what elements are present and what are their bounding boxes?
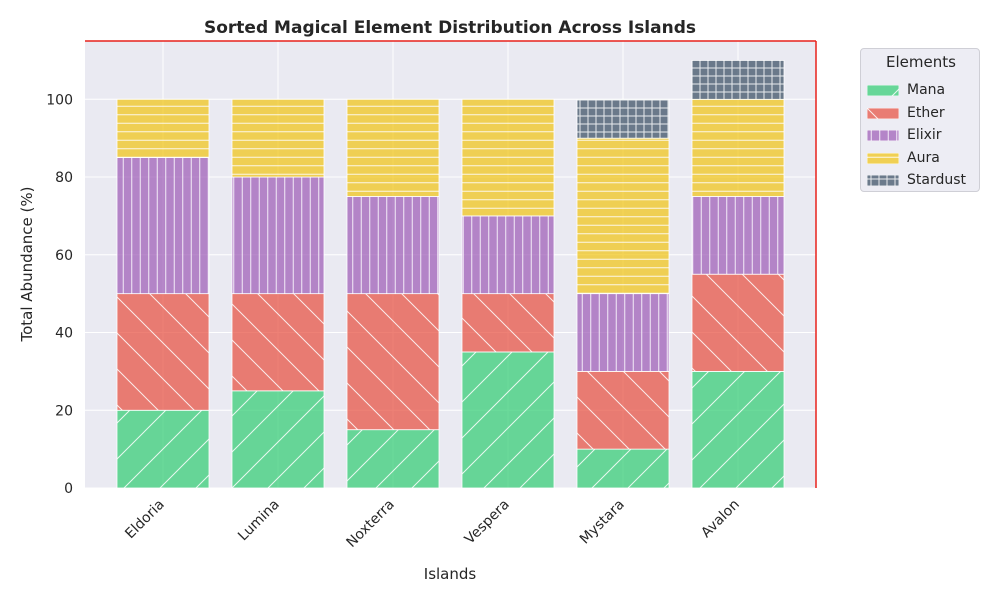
legend-label: Mana	[907, 82, 946, 98]
bar-elixir-mystara	[576, 293, 670, 372]
legend: Elements Mana Ether Elixir Aura Stardust	[860, 48, 980, 192]
y-tick-label: 20	[55, 403, 73, 419]
legend-swatch	[867, 85, 899, 96]
bar-aura-avalon	[691, 98, 785, 197]
x-tick-label: Noxterra	[343, 497, 397, 551]
bar-elixir-eldoria	[116, 157, 210, 295]
bar-mana-lumina	[231, 390, 325, 489]
y-tick-label: 60	[55, 248, 73, 264]
legend-swatch	[867, 107, 899, 119]
x-axis-label: Islands	[424, 565, 477, 583]
bar-elixir-vespera	[461, 215, 555, 295]
y-axis-label: Total Abundance (%)	[18, 186, 36, 342]
legend-swatch	[867, 152, 899, 164]
bar-ether-mystara	[576, 370, 670, 450]
bar-ether-vespera	[461, 293, 555, 353]
bar-elixir-noxterra	[346, 196, 440, 295]
bar-mana-eldoria	[116, 409, 210, 489]
x-tick-label: Avalon	[698, 497, 743, 542]
bar-ether-eldoria	[116, 293, 210, 411]
bar-mana-noxterra	[346, 429, 440, 489]
legend-item-aura: Aura	[867, 149, 977, 169]
bar-stardust-mystara	[576, 98, 670, 139]
legend-label: Stardust	[907, 172, 967, 188]
bar-mana-avalon	[691, 370, 785, 489]
legend-swatch	[867, 175, 899, 186]
x-tick-label: Mystara	[577, 497, 628, 548]
x-tick-label: Vespera	[462, 497, 513, 548]
legend-title: Elements	[886, 53, 956, 71]
y-tick-labels: 0 20 40 60 80 100	[46, 92, 73, 497]
x-tick-label: Lumina	[235, 497, 283, 545]
y-tick-label: 40	[55, 326, 73, 342]
bar-ether-lumina	[231, 293, 325, 392]
y-tick-label: 100	[46, 92, 73, 108]
bar-aura-mystara	[576, 137, 670, 295]
bar-stardust-avalon	[691, 60, 785, 100]
bar-aura-vespera	[461, 98, 555, 217]
bar-ether-avalon	[691, 273, 785, 372]
bar-aura-eldoria	[116, 98, 210, 159]
bar-aura-lumina	[231, 98, 325, 178]
y-tick-label: 80	[55, 170, 73, 186]
legend-item-elixir: Elixir	[867, 126, 977, 146]
x-tick-label: Eldoria	[122, 497, 168, 543]
legend-item-ether: Ether	[867, 104, 977, 124]
legend-label: Ether	[907, 104, 945, 121]
bar-mana-vespera	[461, 351, 555, 489]
y-tick-label: 0	[64, 481, 73, 497]
legend-swatch	[867, 130, 899, 141]
bar-ether-noxterra	[346, 293, 440, 431]
x-tick-labels: Eldoria Lumina Noxterra Vespera Mystara Avalo…	[122, 497, 743, 551]
legend-item-mana: Mana	[867, 81, 977, 101]
bars	[116, 60, 785, 489]
legend-label: Elixir	[907, 127, 942, 143]
legend-label: Aura	[907, 149, 940, 166]
bar-elixir-lumina	[231, 176, 325, 295]
chart-title: Sorted Magical Element Distribution Acro…	[204, 18, 696, 38]
bar-elixir-avalon	[691, 196, 785, 275]
legend-item-stardust: Stardust	[867, 171, 977, 191]
bar-aura-noxterra	[346, 98, 440, 197]
bar-mana-mystara	[576, 448, 670, 489]
